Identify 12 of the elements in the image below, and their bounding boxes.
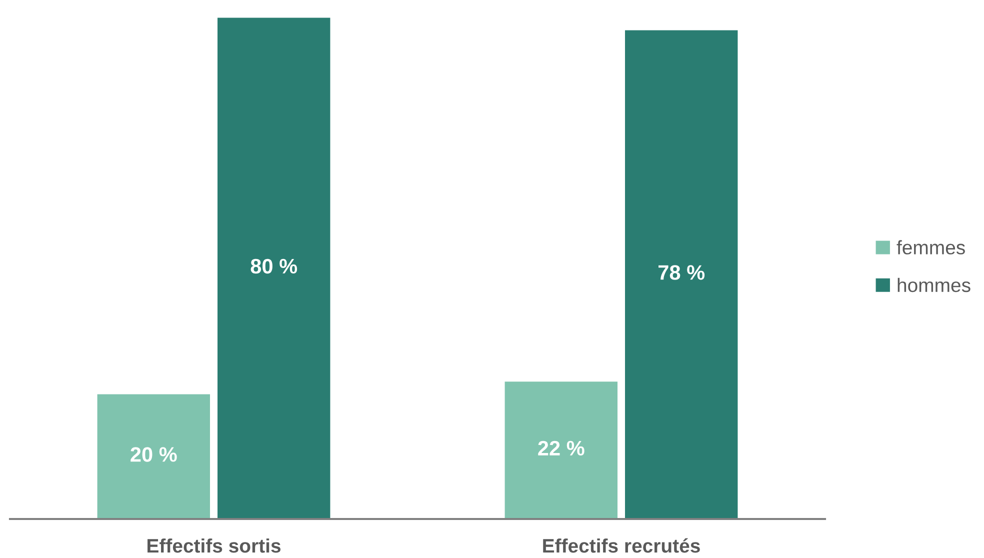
data-label: 78 % [658, 265, 705, 280]
bar [96, 392, 212, 519]
legend-label: hommes [898, 278, 970, 292]
x-tick-label: Effectifs recrutés [543, 538, 700, 553]
bar [624, 28, 740, 519]
data-label: 22 % [538, 440, 584, 456]
data-label: 80 % [250, 258, 298, 274]
bar [503, 380, 619, 519]
legend-label: femmes [896, 240, 965, 254]
data-label: 20 % [130, 447, 177, 462]
bar [216, 17, 332, 519]
x-tick-label: Effectifs sortis [148, 538, 280, 553]
